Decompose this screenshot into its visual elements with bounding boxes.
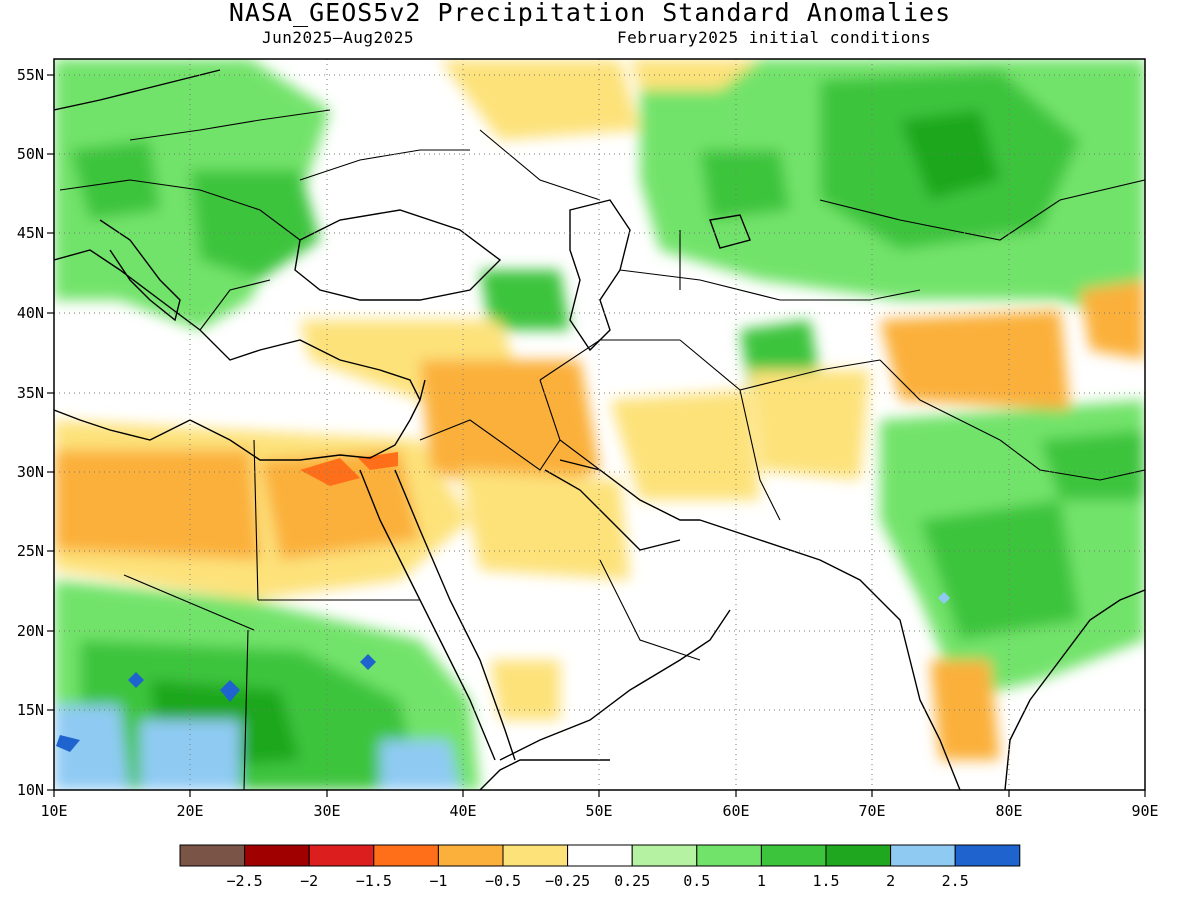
colorbar-swatch — [308, 844, 375, 867]
colorbar-label: −1.5 — [356, 872, 392, 890]
lat-label: 40N — [17, 304, 44, 322]
colorbar-swatch — [760, 844, 827, 867]
coastlines — [54, 69, 1145, 790]
colorbar-label: 0.5 — [683, 872, 710, 890]
colorbar-label: −2 — [300, 872, 318, 890]
colorbar-label: 1 — [757, 872, 766, 890]
lon-label: 60E — [722, 802, 749, 820]
colorbar-label: −0.25 — [545, 872, 590, 890]
lon-label: 30E — [313, 802, 340, 820]
colorbar-swatch — [179, 844, 246, 867]
lat-label: 25N — [17, 542, 44, 560]
lon-label: 20E — [176, 802, 203, 820]
colorbar-label: 2.5 — [942, 872, 969, 890]
colorbar-swatch — [825, 844, 892, 867]
colorbar-swatch — [696, 844, 762, 867]
colorbar-swatch — [244, 844, 310, 867]
colorbar-swatch — [954, 844, 1021, 867]
lat-label: 35N — [17, 384, 44, 402]
lon-label: 40E — [449, 802, 476, 820]
lat-label: 15N — [17, 701, 44, 719]
lat-label: 20N — [17, 622, 44, 640]
colorbar-label: 0.25 — [614, 872, 650, 890]
lat-label: 10N — [17, 781, 44, 799]
colorbar-label: −0.5 — [485, 872, 521, 890]
latitude-labels: 55N 50N 45N 40N 35N 30N 25N 20N 15N 10N — [17, 66, 44, 799]
lon-label: 90E — [1131, 802, 1158, 820]
colorbar-swatch — [631, 844, 698, 867]
initial-conditions: February2025 initial conditions — [617, 28, 932, 47]
lon-label: 80E — [995, 802, 1022, 820]
lat-label: 55N — [17, 66, 44, 84]
lat-label: 30N — [17, 463, 44, 481]
colorbar-swatch — [373, 844, 439, 867]
tick-marks — [47, 74, 1146, 797]
country-borders — [59, 109, 1145, 790]
gridlines — [54, 59, 1145, 790]
lat-label: 50N — [17, 145, 44, 163]
colorbar-label: 1.5 — [812, 872, 839, 890]
longitude-labels: 10E 20E 30E 40E 50E 60E 70E 80E 90E — [40, 802, 1158, 820]
lon-label: 50E — [585, 802, 612, 820]
lon-label: 70E — [858, 802, 885, 820]
colorbar-swatch — [437, 844, 504, 867]
colorbar-label: 2 — [886, 872, 895, 890]
colorbar: −2.5 −2 −1.5 −1 −0.5 −0.25 0.25 0.5 1 1.5 2 2.5 — [179, 844, 1021, 890]
colorbar-label: −2.5 — [227, 872, 263, 890]
lon-label: 10E — [40, 802, 67, 820]
colorbar-swatch — [567, 844, 633, 867]
colorbar-swatch — [502, 844, 569, 867]
anomaly-fields — [54, 59, 1145, 790]
chart-title: NASA_GEOS5v2 Precipitation Standard Anom… — [228, 0, 952, 27]
forecast-period: Jun2025–Aug2025 — [262, 28, 414, 47]
lat-label: 45N — [17, 224, 44, 242]
colorbar-label: −1 — [429, 872, 447, 890]
colorbar-swatch — [890, 844, 956, 867]
